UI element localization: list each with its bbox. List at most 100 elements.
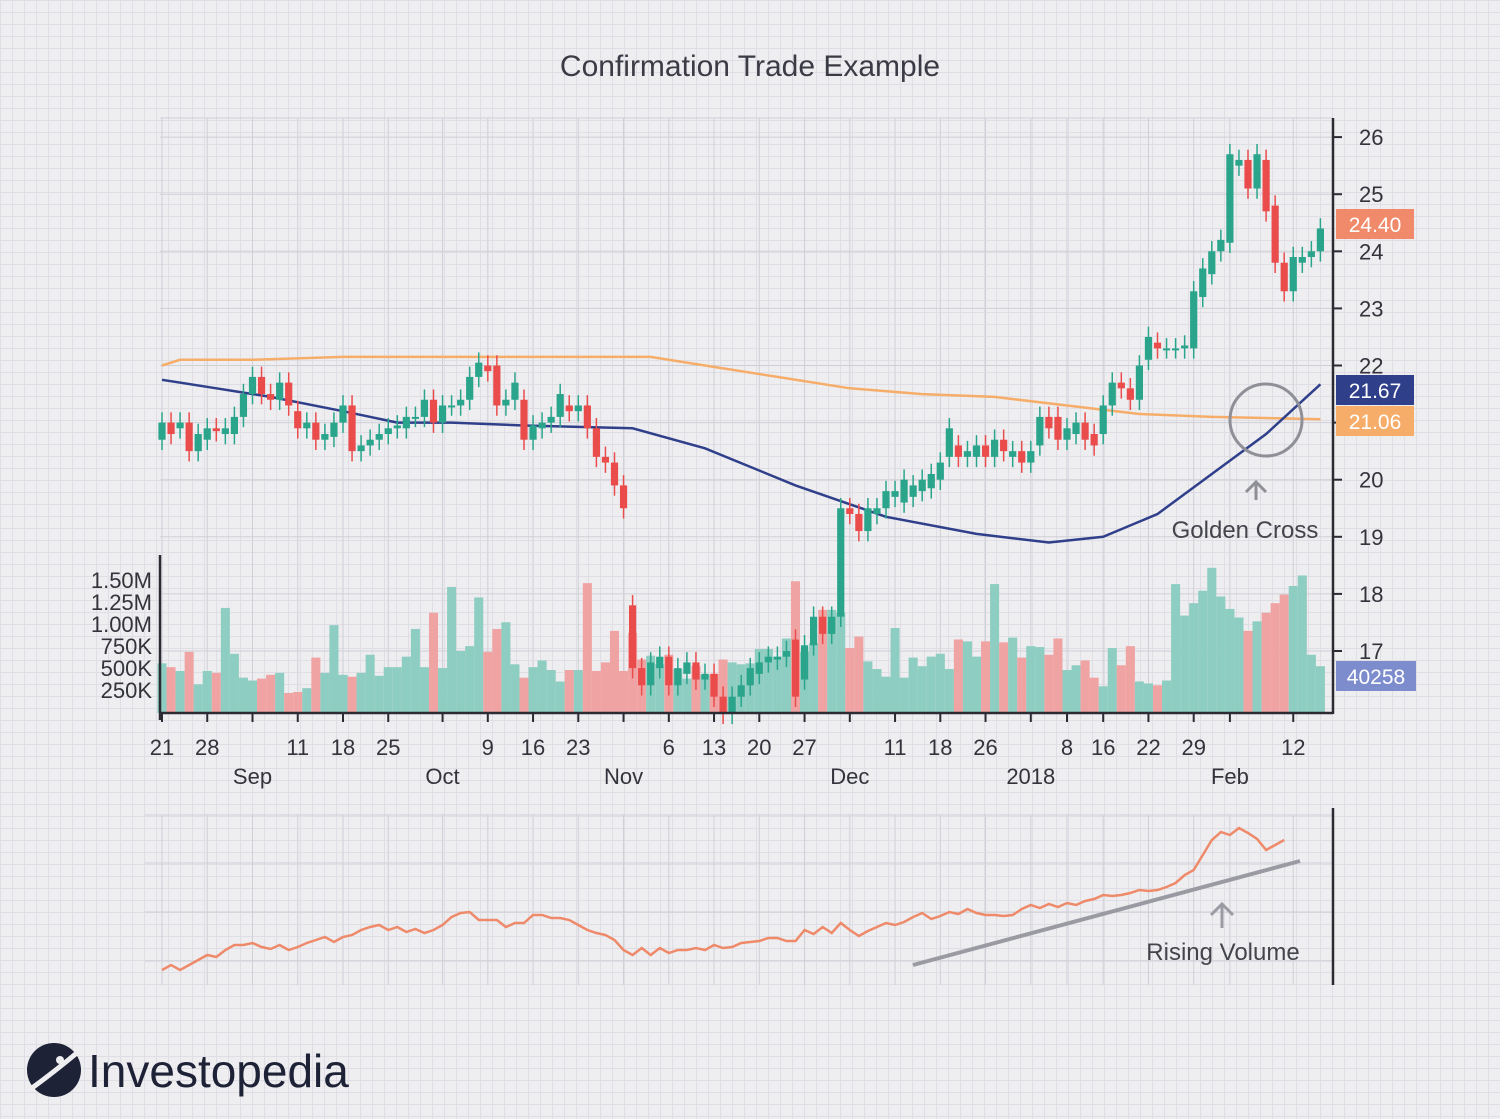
price-tick-label: 25: [1359, 182, 1383, 207]
candle-body: [520, 399, 528, 440]
axes: [158, 118, 1335, 985]
candle-body: [257, 376, 266, 395]
candle-body: [448, 405, 456, 408]
volume-bar: [465, 646, 475, 713]
volume-bar: [1143, 683, 1153, 713]
x-tick-label: 16: [1091, 735, 1115, 760]
price-tick-label: 17: [1359, 639, 1383, 664]
golden-cross-label: Golden Cross: [1172, 517, 1319, 544]
candle-body: [393, 425, 401, 429]
volume-bar: [311, 657, 321, 713]
volume-tick-label: 750K: [101, 634, 153, 659]
volume-bar: [981, 641, 991, 713]
candle-body: [185, 422, 193, 452]
volume-bar: [257, 678, 267, 713]
x-tick-label: 21: [150, 735, 174, 760]
volume-bar: [971, 656, 982, 713]
candle-body: [1271, 205, 1279, 263]
candle-body: [891, 491, 899, 497]
x-tick-label: 18: [928, 735, 952, 760]
volume-bar: [284, 692, 294, 713]
volume-bar: [1162, 680, 1172, 713]
value-badges: 24.40 21.67 21.06 40258: [1336, 209, 1416, 691]
volume-bar: [609, 630, 620, 713]
rising-volume-label: Rising Volume: [1146, 939, 1299, 966]
volume-bar: [347, 676, 357, 713]
candle-body: [339, 405, 347, 423]
candle-body: [592, 428, 600, 457]
volume-bar: [519, 677, 529, 713]
volume-bar: [438, 668, 448, 713]
volume-bar: [582, 583, 592, 713]
volume-bar: [1053, 638, 1063, 713]
candle-body: [1027, 451, 1035, 463]
x-tick-label: 18: [331, 735, 355, 760]
candle-body: [900, 479, 908, 503]
price-tick-label: 24: [1359, 239, 1383, 264]
volume-bar: [166, 667, 176, 713]
candle-body: [1063, 428, 1071, 440]
volume-bar: [836, 612, 846, 713]
volume-bar: [718, 659, 728, 713]
candle-body: [1280, 262, 1288, 292]
candle-body: [674, 668, 682, 686]
candle-body: [918, 479, 926, 492]
candle-body: [303, 422, 311, 429]
candle-body: [239, 394, 248, 417]
volume-bar: [193, 684, 203, 713]
volume-bar: [1080, 660, 1090, 713]
volume-bar: [1252, 621, 1262, 713]
candle-body: [873, 508, 881, 514]
candle-body: [267, 394, 275, 400]
candle-body: [791, 639, 800, 697]
candle-body: [1217, 239, 1225, 252]
candle-body: [158, 422, 166, 440]
candle-body: [882, 491, 890, 509]
volume-bar: [1008, 637, 1018, 713]
volume-bar: [827, 609, 837, 713]
candle-body: [1262, 159, 1270, 212]
volume-bar: [1216, 596, 1226, 713]
x-tick-label: 12: [1281, 735, 1305, 760]
price-tick-label: 18: [1359, 582, 1383, 607]
candle-body: [1144, 336, 1153, 360]
x-tick-label: 6: [663, 735, 675, 760]
candle-body: [773, 656, 781, 660]
logo-mark-swoosh: [30, 1050, 80, 1091]
candle-body: [638, 668, 646, 686]
volume-bar: [700, 674, 710, 713]
volume-bar: [1180, 615, 1190, 713]
candle-body: [321, 434, 329, 440]
candle-body: [285, 382, 293, 406]
volume-bar: [374, 675, 384, 713]
candle-body: [972, 445, 981, 457]
candle-body: [909, 485, 917, 497]
candle-body: [484, 365, 492, 372]
volume-bar: [591, 670, 601, 713]
volume-bar: [962, 641, 972, 713]
volume-bar: [329, 625, 339, 713]
candle-body: [1307, 251, 1315, 258]
candle-body: [991, 439, 999, 457]
brand-name: Investopedia: [88, 1045, 349, 1097]
candle-body: [746, 668, 754, 686]
volume-bar: [1071, 665, 1081, 713]
volume-bar: [772, 656, 782, 713]
candle-body: [692, 662, 700, 680]
candle-body: [782, 651, 791, 657]
volume-tick-label: 500K: [101, 656, 153, 681]
volume-bar: [238, 677, 248, 713]
obv-line: [161, 826, 1285, 972]
volume-bar: [211, 672, 221, 713]
volume-bar: [1089, 677, 1099, 713]
volume-bar: [1107, 648, 1117, 713]
candle-body: [294, 411, 302, 429]
volume-bar: [899, 677, 909, 713]
volume-bar: [1152, 685, 1163, 713]
moving-average-lines: [161, 355, 1322, 544]
candle-body: [583, 405, 591, 429]
golden-cross-circle: [1228, 382, 1304, 458]
x-tick-label: 27: [792, 735, 816, 760]
volume-bar: [537, 660, 547, 713]
candle-body: [276, 382, 284, 400]
